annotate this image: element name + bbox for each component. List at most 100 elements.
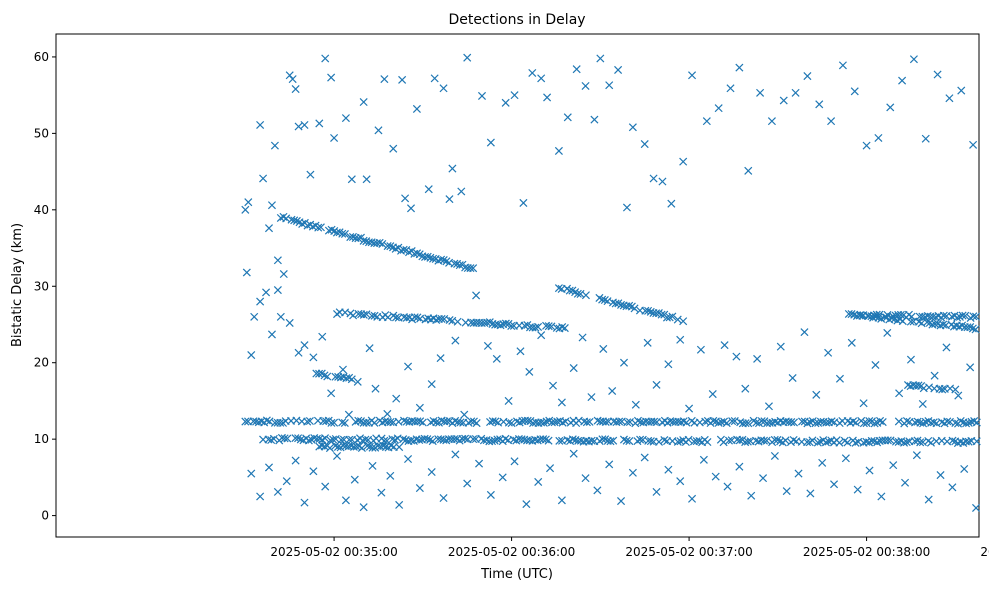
marker-stroke [849,417,858,426]
marker-stroke [321,434,330,443]
marker-stroke [762,436,771,445]
marker-stroke [865,417,874,426]
marker-stroke [349,311,358,320]
detection-marker [437,314,446,323]
marker-stroke [676,335,685,344]
marker-stroke [359,503,368,512]
marker-stroke [335,228,344,237]
marker-stroke [560,324,569,333]
marker-stroke [937,418,946,427]
detection-marker [652,380,661,389]
marker-stroke [555,436,564,445]
marker-stroke [709,416,718,425]
marker-stroke [491,417,500,426]
detection-marker [667,199,676,208]
detection-marker [798,417,807,426]
marker-stroke [394,417,403,426]
detection-marker [936,471,945,480]
marker-stroke [901,478,910,487]
detection-marker [688,71,697,80]
marker-stroke [370,311,379,320]
marker-stroke [902,417,911,426]
detection-marker [830,480,839,489]
detection-marker [300,341,309,350]
marker-stroke [743,437,752,446]
detection-marker [572,65,581,74]
detection-marker [415,484,424,493]
detection-marker [522,500,531,509]
marker-stroke [362,310,371,319]
marker-stroke [916,438,925,447]
marker-stroke [773,435,782,444]
detection-marker [340,229,349,239]
detection-marker [606,437,615,446]
detection-marker [961,311,970,320]
marker-stroke [399,245,408,254]
marker-stroke [563,113,572,122]
detection-marker [906,355,915,364]
marker-stroke [840,436,849,445]
detection-marker [894,417,903,426]
x-tick-label: 2025-05-02 00:38:00 [803,545,930,559]
marker-stroke [673,315,682,324]
marker-stroke [450,435,459,444]
marker-stroke [598,295,607,304]
marker-stroke [640,453,649,462]
detection-marker [510,457,519,466]
detection-marker [528,68,537,78]
detection-marker [304,436,313,445]
marker-stroke [510,457,519,466]
detection-marker [601,417,610,426]
marker-stroke [359,98,368,107]
detection-marker [581,291,590,300]
marker-stroke [498,473,507,482]
detection-marker [709,416,718,425]
detection-marker [247,469,256,478]
detection-marker [916,438,925,447]
marker-stroke [333,451,342,460]
marker-stroke [970,417,979,426]
detection-marker [544,436,553,445]
marker-stroke [348,232,357,241]
marker-stroke [662,313,671,322]
detection-marker [341,496,350,505]
marker-stroke [547,322,556,331]
marker-stroke [288,75,297,84]
detection-marker [789,418,798,427]
marker-stroke [622,436,631,445]
marker-stroke [699,455,708,464]
marker-stroke [323,372,332,381]
marker-stroke [492,354,501,363]
detection-marker [457,187,466,196]
marker-stroke [960,464,969,473]
marker-stroke [442,436,451,445]
marker-stroke [504,396,513,405]
marker-stroke [924,436,933,446]
marker-stroke [722,419,731,428]
detection-marker [416,417,425,426]
marker-stroke [791,88,800,97]
detection-marker [619,358,629,367]
detection-marker [371,384,380,393]
marker-stroke [581,291,590,300]
detection-marker [365,344,374,353]
detection-marker [722,419,731,428]
detection-marker [386,471,395,480]
marker-stroke [821,438,830,447]
marker-stroke [847,338,856,347]
marker-stroke [639,418,648,427]
marker-stroke [291,456,300,465]
marker-stroke [525,367,534,376]
detection-marker [640,453,649,462]
marker-stroke [522,500,531,509]
detection-marker [256,492,265,501]
marker-stroke [483,341,492,350]
marker-stroke [654,437,663,446]
marker-stroke [354,416,363,425]
marker-stroke [300,120,309,129]
marker-stroke [735,462,744,471]
marker-stroke [537,74,546,83]
detection-marker [412,104,421,113]
detection-marker [333,451,342,460]
detection-marker [943,417,952,426]
